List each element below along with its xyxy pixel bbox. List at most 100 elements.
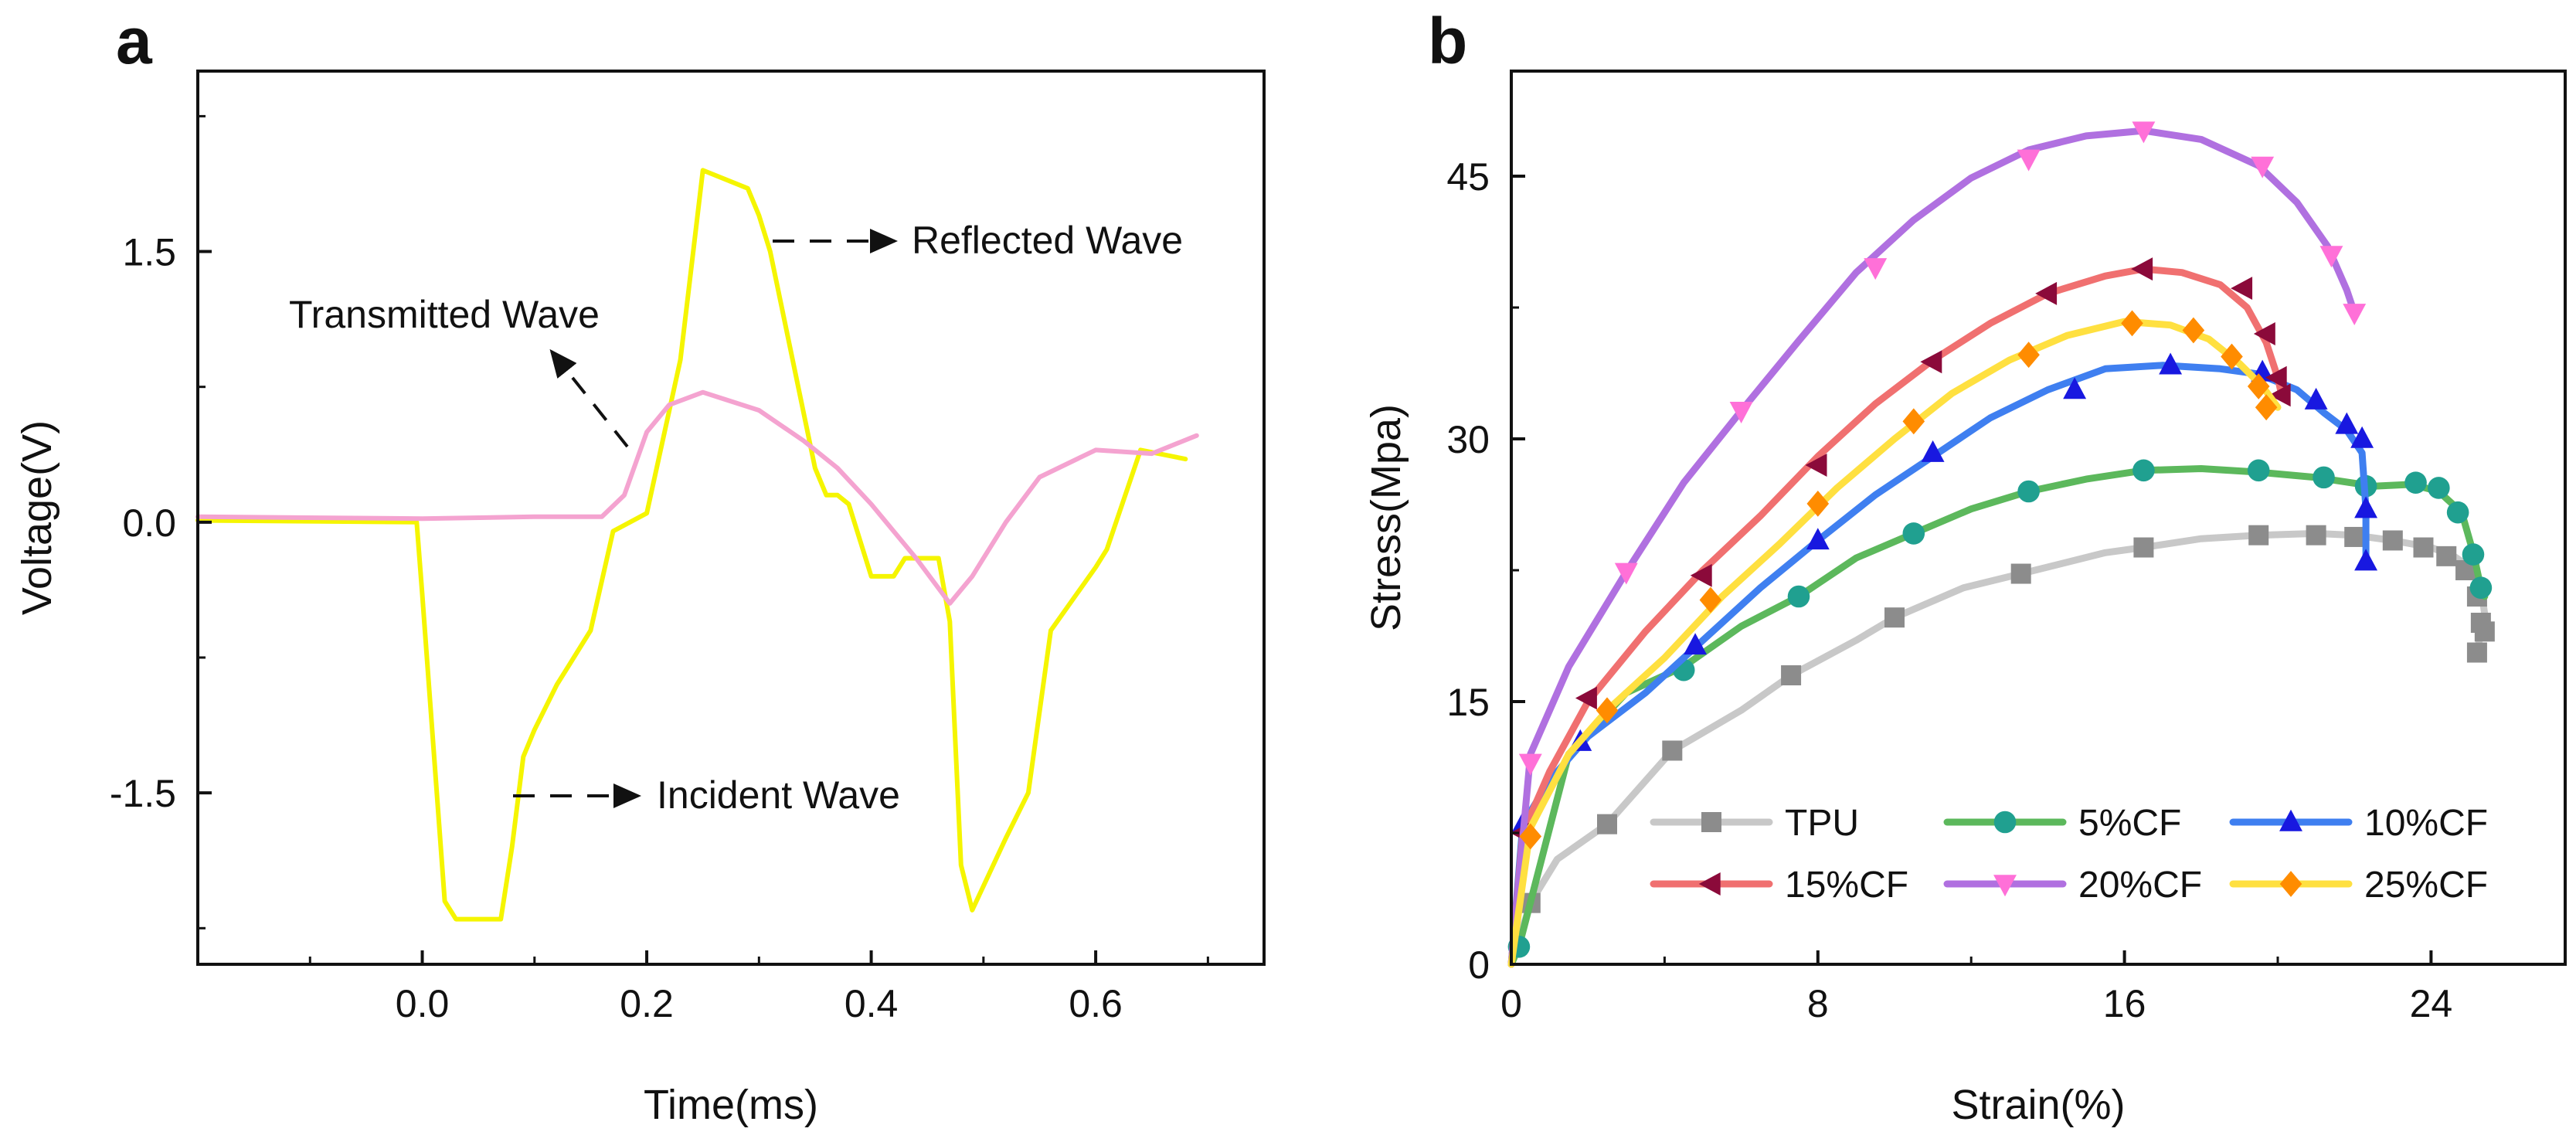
- panel-b-series-15-cf-marker-8: [2253, 322, 2275, 345]
- panel-a-x-tick-label-1: 0.2: [620, 982, 674, 1025]
- panel-b-series-10-cf-marker-6: [2159, 352, 2183, 375]
- panel-b-series-20-cf-marker-1: [1614, 563, 1638, 585]
- panel-b-series-25-cf-marker-0: [1519, 823, 1542, 850]
- panel-b-series-25-cf-marker-6: [2121, 310, 2143, 337]
- panel-b-series-5-cf-marker-10: [2428, 477, 2450, 499]
- legend-item-tpu: TPU: [1650, 803, 1859, 844]
- legend-5-cf-marker-0: [1993, 811, 2017, 834]
- panel-b-series-25-cf-marker-5: [2017, 342, 2040, 369]
- panel-a-y-tick-label-2: -1.5: [110, 772, 176, 815]
- panel-b-series-5-cf-marker-2: [1787, 585, 1810, 608]
- panel-b-series-25-cf-marker-8: [2221, 343, 2243, 370]
- transmitted-wave-label: Transmitted Wave: [289, 293, 600, 336]
- panel-b-series-10-cf-marker-11: [2354, 496, 2378, 518]
- legend-tpu-label: TPU: [1785, 803, 1859, 844]
- panel-a-x-tick-label-2: 0.4: [845, 982, 899, 1025]
- legend-10-cf-label: 10%CF: [2364, 803, 2488, 844]
- panel-b-series-5-cf-marker-7: [2313, 466, 2335, 489]
- panel-b-series-tpu-marker-17: [2466, 642, 2487, 663]
- panel-b-series-5-cf-marker-6: [2247, 459, 2270, 482]
- panel-b-series-tpu-marker-5: [2010, 563, 2031, 584]
- legend-10-cf-marker-0: [2279, 809, 2302, 831]
- panel-b-series-5-cf-marker-12: [2462, 543, 2485, 566]
- panel-b-series-tpu-marker-1: [1597, 814, 1617, 834]
- panel-a-y-tick-label-1: 0.0: [122, 501, 176, 545]
- panel-a-frame: [196, 70, 1266, 966]
- panel-b-series-20-cf-marker-5: [2132, 121, 2156, 144]
- panel-b-series-25-cf-marker-9: [2247, 373, 2270, 399]
- panel-b-series-15-cf-marker-1: [1575, 686, 1597, 710]
- panel-b-series-10-cf-line: [1507, 362, 2370, 968]
- panel-b-series-20-cf-marker-0: [1518, 753, 1542, 776]
- panel-b-y-tick-label-1: 15: [1446, 681, 1490, 724]
- legend-5-cf-label: 5%CF: [2078, 803, 2181, 844]
- panel-a-waveform-chart: a 0.0 0.2 0.4 0.6 1.5 0.0 -1.5 Time(ms) Voltag…: [14, 5, 1266, 1128]
- panel-b-series-10-cf-marker-5: [2063, 377, 2087, 399]
- panel-a-x-tick-label-0: 0.0: [396, 982, 450, 1025]
- panel-b-letter: b: [1428, 5, 1467, 77]
- panel-b-series-15-cf-marker-7: [2231, 277, 2253, 301]
- panel-b-series-tpu-marker-9: [2344, 526, 2365, 547]
- panel-b-series-tpu-marker-11: [2413, 537, 2434, 558]
- panel-b-series-20-cf-marker-3: [1864, 258, 1888, 280]
- transmitted-wave-arrow: [549, 348, 629, 448]
- panel-b-series-15-cf-marker-10: [2268, 383, 2291, 407]
- panel-b-series-10-cf-marker-2: [1684, 633, 1708, 655]
- panel-b-series-15-cf-marker-2: [1690, 563, 1712, 587]
- reflected-wave-label: Reflected Wave: [912, 219, 1183, 262]
- panel-b-stress-strain-chart: b 0 8 16 24 0 15 30 45 Strain(%) Stress(Mpa) TP…: [1363, 5, 2567, 1128]
- panel-b-series-25-cf-marker-4: [1902, 408, 1925, 435]
- legend-20-cf-label: 20%CF: [2078, 865, 2202, 906]
- panel-b-series-25-cf-marker-7: [2182, 317, 2205, 344]
- incident-wave-label: Incident Wave: [657, 773, 900, 817]
- panel-b-series-10-cf-marker-8: [2304, 387, 2328, 410]
- panel-b-x-tick-label-1: 8: [1807, 982, 1829, 1025]
- panel-b-series-5-cf-marker-5: [2133, 459, 2155, 482]
- panel-b-series-15-cf-line: [1507, 265, 2285, 968]
- panel-b-series-10-cf-marker-10: [2350, 426, 2374, 448]
- panel-b-series-15-cf-marker-4: [1920, 350, 1942, 374]
- panel-b-y-axis-title: Stress(Mpa): [1363, 404, 1409, 631]
- legend-item-25-cf: 25%CF: [2229, 865, 2488, 906]
- panel-b-series-10-cf-marker-3: [1806, 528, 1830, 550]
- panel-b-series-10-cf-marker-12: [2354, 549, 2378, 571]
- panel-b-series-tpu-marker-6: [2133, 537, 2154, 558]
- panel-b-series-5-cf-line: [1507, 465, 2489, 968]
- panel-b-series-tpu-marker-3: [1781, 665, 1802, 685]
- panel-a-y-axis-title: Voltage(V): [14, 420, 60, 615]
- panel-b-series-10-cf-marker-9: [2335, 412, 2359, 434]
- panel-b-series-5-cf-marker-11: [2446, 501, 2469, 524]
- panel-b-series-tpu-marker-8: [2306, 525, 2326, 546]
- panel-b-series-20-cf-marker-4: [2017, 149, 2041, 172]
- panel-b-series-25-cf-marker-10: [2255, 394, 2278, 421]
- panel-b-x-tick-label-2: 16: [2103, 982, 2146, 1025]
- panel-b-series-5-cf-marker-13: [2469, 576, 2493, 599]
- legend-tpu-marker-0: [1701, 812, 1721, 832]
- panel-b-y-tick-label-2: 30: [1446, 418, 1490, 461]
- panel-a-series-incident-reflected-yellow-line: [195, 168, 1188, 922]
- panel-a-series-transmitted-pink-line: [195, 389, 1199, 606]
- panel-b-x-tick-label-0: 0: [1500, 982, 1522, 1025]
- panel-b-series-tpu-marker-16: [2474, 621, 2495, 642]
- panel-b-series-tpu-marker-10: [2382, 530, 2403, 551]
- panel-b-series-20-cf-line: [1507, 127, 2358, 968]
- panel-b-series-25-cf-line: [1507, 318, 2282, 968]
- panel-b-series-5-cf-marker-4: [2017, 480, 2040, 503]
- panel-b-series-20-cf-marker-8: [2343, 304, 2367, 326]
- panel-b-series-15-cf-marker-3: [1805, 454, 1827, 477]
- panel-b-series-15-cf-marker-6: [2131, 257, 2153, 281]
- panel-b-series-layer: [1507, 121, 2495, 968]
- panel-b-series-15-cf-marker-5: [2035, 281, 2058, 305]
- panel-b-x-axis-title: Strain(%): [1951, 1082, 2125, 1128]
- panel-b-series-tpu-marker-12: [2436, 546, 2457, 566]
- panel-b-x-tick-label-3: 24: [2410, 982, 2453, 1025]
- legend-25-cf-marker-0: [2279, 871, 2302, 897]
- panel-b-series-5-cf-marker-3: [1902, 522, 1925, 545]
- legend-item-20-cf: 20%CF: [1943, 865, 2202, 906]
- panel-b-series-25-cf-marker-3: [1806, 490, 1830, 517]
- panel-b-series-10-cf-marker-4: [1921, 440, 1945, 462]
- panel-b-series-20-cf-marker-7: [2319, 246, 2343, 268]
- panel-b-series-tpu-marker-7: [2248, 525, 2269, 546]
- panel-a-ticks: 0.0 0.2 0.4 0.6 1.5 0.0 -1.5: [110, 114, 1209, 1025]
